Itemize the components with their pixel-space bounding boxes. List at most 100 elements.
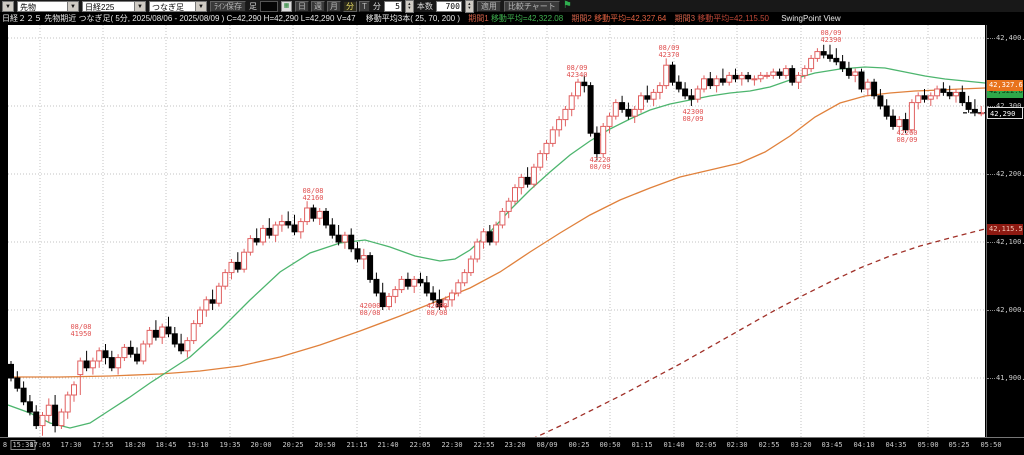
spinner-down-icon[interactable]: ▼: [467, 5, 472, 10]
time-tick-label: 18:45: [155, 441, 177, 449]
candle-bear: [26, 401, 33, 413]
candle-bull: [461, 272, 468, 284]
candle-bear: [171, 333, 178, 345]
candle-bear: [877, 95, 884, 107]
bar-style-tool-icon[interactable]: ▦: [281, 0, 292, 12]
candle-bear: [669, 64, 676, 83]
bars-spinner[interactable]: ▲ ▼: [464, 0, 474, 13]
candle-bear: [524, 176, 531, 185]
candle-bear: [946, 91, 953, 97]
candle-bull: [96, 350, 103, 362]
candle-bull: [45, 404, 52, 416]
candle-bear: [134, 353, 140, 362]
candle-bear: [682, 88, 689, 97]
candle-bear: [108, 357, 115, 369]
candle-bull: [474, 241, 481, 260]
period-button-月[interactable]: 月: [327, 0, 341, 12]
symbol-value: 日経225: [82, 0, 134, 12]
time-tick-label: 02:30: [726, 441, 748, 449]
spinner-down-icon[interactable]: ▼: [407, 5, 412, 10]
bars-input[interactable]: [435, 0, 462, 12]
dropdown-arrow-icon[interactable]: ▼: [67, 0, 79, 12]
dropdown-arrow-icon[interactable]: ▼: [195, 0, 207, 12]
candle-bear: [310, 207, 317, 219]
period-button-週[interactable]: 週: [311, 0, 325, 12]
minutes-spinner[interactable]: ▲ ▼: [404, 0, 414, 13]
period-button-日[interactable]: 日: [295, 0, 309, 12]
dropdown-arrow-icon[interactable]: ▼: [2, 0, 14, 12]
symbol-select[interactable]: 日経225 ▼: [82, 0, 146, 12]
period-button-分[interactable]: 分: [343, 0, 357, 12]
spinner-up-icon[interactable]: ▲: [407, 1, 412, 6]
time-tick-label: 21:40: [377, 441, 399, 449]
minutes-input[interactable]: [383, 0, 402, 12]
candle-bull: [247, 238, 254, 253]
candle-bear: [971, 108, 978, 114]
swing-point-label: 08/08: [70, 323, 91, 331]
chart-style-value: つなぎ足: [149, 0, 195, 12]
dropdown-arrow-icon[interactable]: ▼: [134, 0, 146, 12]
chart-info-bar: 日経２２５ 先物期近 つなぎ足( 5分, 2025/08/06 - 2025/0…: [2, 13, 1022, 25]
time-tick-label: 17:55: [92, 441, 114, 449]
chart-plot-area[interactable]: 08/08 41950 08/08 42160 42000 08/08 42000 08/08…: [8, 25, 985, 437]
candle-bear: [335, 234, 342, 243]
price-axis-border: [986, 25, 987, 437]
price-axis[interactable]: 42,400.0 42,300.0 42,200.0 42,100.0 42,000.0…: [985, 0, 1024, 455]
candle-bear: [839, 61, 846, 70]
candle-bear: [921, 95, 928, 100]
candle-bull: [795, 74, 802, 83]
time-tick-label: 04:10: [853, 441, 875, 449]
candle-bull: [77, 360, 84, 376]
chart-style-select[interactable]: つなぎ足 ▼: [149, 0, 207, 12]
apply-button[interactable]: 適用: [476, 0, 501, 12]
swing-point-label: 08/09: [896, 136, 917, 144]
candle-bear: [940, 88, 947, 93]
candle-bull: [631, 108, 638, 117]
candle-bull: [896, 119, 903, 127]
candle-bear: [404, 278, 411, 287]
candle-bull: [694, 88, 701, 100]
candlestick-chart[interactable]: 08/084195008/08421604200008/084200008/08…: [8, 25, 985, 437]
candle-bear: [871, 81, 878, 97]
candle-bull: [518, 176, 525, 189]
preset-dropdown[interactable]: ▼: [2, 0, 14, 12]
line-save-button[interactable]: ﾗｲﾝ保存: [210, 0, 246, 12]
candle-bear: [745, 74, 752, 80]
time-tick-label: 17:30: [60, 441, 82, 449]
candle-bear: [285, 221, 292, 226]
swing-point-label: 08/09: [682, 115, 703, 123]
swing-point-label: 42370: [658, 51, 679, 59]
price-tick-label: 41,900.0: [996, 374, 1024, 382]
ma-period2-value: 移動平均=42,327.64: [594, 14, 667, 23]
candle-bull: [908, 102, 915, 131]
bars-label: 本数: [416, 1, 433, 11]
candle-bull: [814, 51, 821, 59]
time-axis[interactable]: 8 15:30 17:05 17:30 17:55 18:20 18:45 19:10 19:3…: [0, 437, 1024, 455]
candle-bear: [14, 377, 21, 389]
candle-bear: [209, 299, 216, 304]
period-button-T[interactable]: T: [359, 0, 370, 12]
candle-bear: [827, 54, 833, 59]
bar-style-input[interactable]: [260, 0, 278, 12]
candle-bull: [260, 227, 266, 243]
candle-bull: [449, 292, 455, 301]
candle-bull: [197, 309, 203, 325]
candle-bull: [386, 295, 392, 308]
time-tick-label: 05:00: [917, 441, 939, 449]
candle-bear: [423, 282, 430, 294]
candle-bear: [707, 78, 714, 87]
candle-bull: [398, 278, 405, 291]
category-select[interactable]: 先物 ▼: [17, 0, 79, 12]
candle-bull: [272, 224, 279, 236]
price-tick-mark: [987, 378, 995, 379]
compare-chart-button[interactable]: 比較チャート: [503, 0, 560, 12]
time-tick-label: 22:55: [473, 441, 495, 449]
candle-bull: [467, 258, 474, 274]
candle-bull: [215, 285, 222, 304]
time-tick-label: 03:20: [790, 441, 812, 449]
spinner-up-icon[interactable]: ▲: [467, 1, 472, 6]
ma-period1-value: 移動平均=42,322.08: [490, 14, 564, 23]
candle-bull: [493, 224, 500, 243]
